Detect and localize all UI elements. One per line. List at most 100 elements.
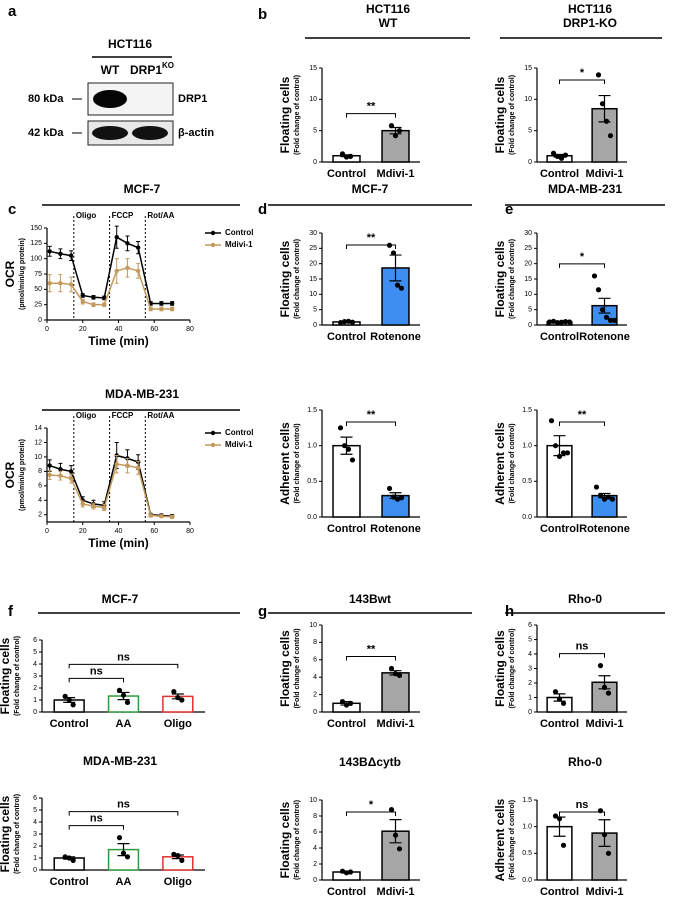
x-tick-label: 80 bbox=[186, 528, 194, 535]
significance-label: * bbox=[580, 67, 585, 79]
panel-letter: a bbox=[8, 3, 17, 20]
data-point bbox=[556, 816, 563, 822]
legend-marker bbox=[210, 442, 216, 448]
data-point bbox=[345, 318, 352, 324]
chart-title: Rho-0 bbox=[568, 755, 602, 769]
y-axis-label: OCR bbox=[3, 260, 17, 287]
y-tick-label: 1.5 bbox=[307, 407, 317, 414]
band bbox=[132, 126, 168, 140]
chart-title: MDA-MB-231 bbox=[548, 182, 622, 196]
data-point bbox=[398, 495, 405, 501]
y-tick-label: 5 bbox=[528, 636, 532, 643]
chart-title: Rho-0 bbox=[568, 592, 602, 606]
data-point bbox=[58, 467, 63, 472]
significance-label: ns bbox=[576, 641, 589, 653]
data-point bbox=[341, 443, 348, 449]
chart: MDA-MB-231 OCR (pmol/min/ug protein) 2 4 6 8 10… bbox=[3, 387, 253, 550]
marker-label: 80 kDa bbox=[28, 93, 64, 105]
y-axis-sublabel: (Fold change of control) bbox=[14, 636, 21, 716]
y-axis-sublabel: (Fold change of control) bbox=[14, 794, 21, 874]
panel-letter: f bbox=[8, 603, 14, 620]
data-point bbox=[135, 465, 141, 470]
y-axis-sublabel: (Fold change of control) bbox=[294, 239, 301, 319]
y-tick-label: 5 bbox=[33, 807, 37, 814]
y-tick-label: 20 bbox=[309, 261, 317, 268]
y-tick-label: 5 bbox=[528, 128, 532, 135]
event-label: FCCP bbox=[112, 411, 134, 420]
data-point bbox=[343, 702, 350, 708]
y-tick-label: 15 bbox=[309, 65, 317, 72]
x-axis-label: Time (min) bbox=[88, 536, 148, 550]
bar bbox=[332, 444, 361, 518]
x-tick-label: Control bbox=[540, 331, 579, 343]
data-point bbox=[343, 870, 350, 876]
data-point bbox=[91, 295, 96, 300]
data-point bbox=[68, 476, 74, 481]
y-tick-label: 4 bbox=[33, 819, 37, 826]
data-point bbox=[552, 689, 559, 695]
x-tick-label: Control bbox=[540, 523, 579, 535]
data-point bbox=[102, 302, 107, 307]
data-point bbox=[159, 301, 164, 306]
data-point bbox=[552, 443, 559, 449]
y-tick-label: 5 bbox=[313, 307, 317, 314]
significance-label: ns bbox=[117, 651, 130, 663]
y-tick-label: 50 bbox=[34, 286, 42, 293]
x-tick-label: Oligo bbox=[164, 718, 192, 730]
y-axis-label: Adherent cells bbox=[278, 422, 292, 505]
data-point bbox=[337, 425, 344, 431]
significance-label: * bbox=[369, 799, 374, 811]
significance-bracket bbox=[68, 825, 124, 830]
data-point bbox=[135, 268, 141, 274]
y-tick-label: 5 bbox=[528, 307, 532, 314]
y-tick-label: 1 bbox=[33, 855, 37, 862]
data-point bbox=[595, 72, 602, 78]
significance-bracket bbox=[346, 656, 396, 661]
significance-label: ** bbox=[578, 409, 587, 421]
data-point bbox=[550, 150, 557, 156]
data-point bbox=[148, 513, 153, 518]
y-tick-label: 4 bbox=[38, 497, 42, 504]
data-point bbox=[609, 496, 616, 502]
significance-bracket bbox=[346, 244, 396, 249]
data-point bbox=[390, 494, 397, 500]
data-point bbox=[394, 282, 401, 288]
y-axis-label: Floating cells bbox=[278, 240, 292, 317]
y-tick-label: 0 bbox=[528, 322, 532, 329]
event-label: Rot/AA bbox=[147, 211, 174, 220]
x-tick-label: Mdivi-1 bbox=[377, 718, 415, 730]
error-bar bbox=[389, 819, 402, 844]
y-tick-label: 15 bbox=[309, 276, 317, 283]
y-axis-label: Adherent cells bbox=[493, 798, 507, 881]
significance-label: * bbox=[580, 251, 585, 263]
data-point bbox=[552, 813, 559, 819]
y-axis-sublabel: (pmol/min/ug protein) bbox=[19, 439, 26, 511]
data-point bbox=[591, 273, 598, 279]
data-point bbox=[169, 301, 175, 306]
x-tick-label: Control bbox=[540, 168, 579, 180]
y-tick-label: 10 bbox=[309, 96, 317, 103]
y-axis-sublabel: (Fold change of control) bbox=[294, 628, 301, 708]
y-tick-label: 2 bbox=[38, 512, 42, 519]
data-point bbox=[388, 807, 395, 813]
significance-label: ** bbox=[367, 643, 376, 655]
data-point bbox=[386, 485, 393, 492]
x-tick-label: AA bbox=[116, 876, 132, 888]
legend-label: Control bbox=[225, 228, 253, 237]
x-tick-label: Mdivi-1 bbox=[586, 718, 624, 730]
x-tick-label: Oligo bbox=[164, 876, 192, 888]
y-tick-label: 2 bbox=[528, 680, 532, 687]
data-point bbox=[80, 299, 85, 304]
data-point bbox=[339, 151, 346, 157]
blot-box bbox=[87, 82, 174, 116]
data-point bbox=[339, 698, 346, 705]
chart: f MCF-7 Floating cells (Fold change of cont… bbox=[0, 592, 240, 730]
lane-label: DRP1 bbox=[130, 63, 162, 77]
data-point bbox=[550, 318, 557, 324]
x-tick-label: 20 bbox=[79, 326, 87, 333]
data-point bbox=[595, 287, 602, 293]
data-point bbox=[564, 450, 571, 456]
y-axis-label: Floating cells bbox=[278, 801, 292, 878]
panel-letter: d bbox=[258, 201, 267, 218]
data-point bbox=[605, 850, 612, 856]
